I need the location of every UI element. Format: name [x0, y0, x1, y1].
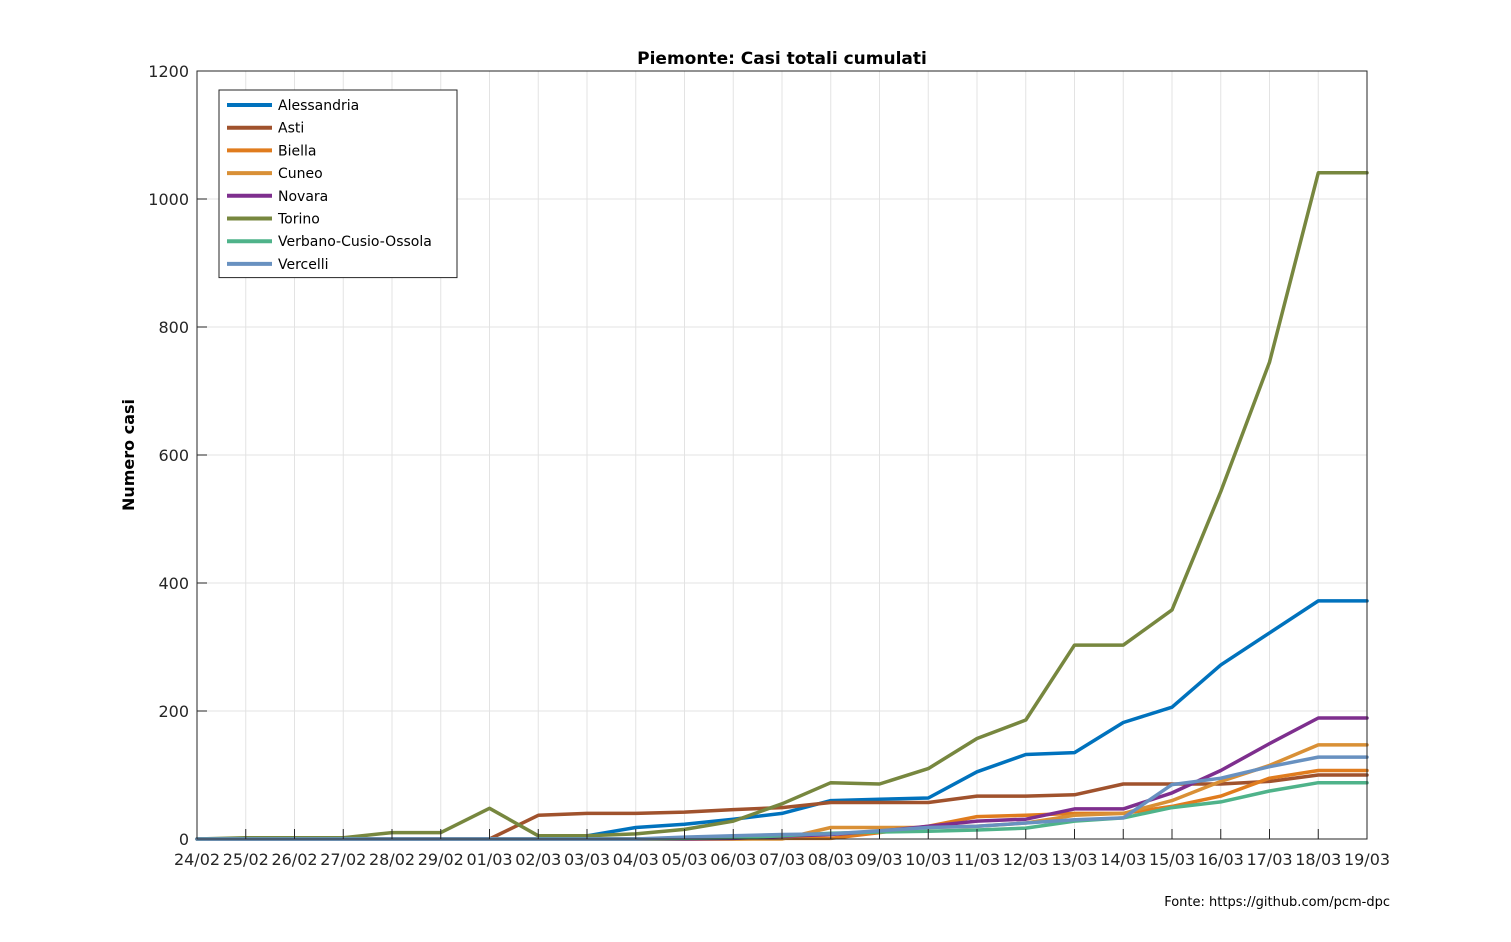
x-tick-label: 28/02 [369, 850, 415, 869]
legend-entry-label: Verbano-Cusio-Ossola [278, 234, 432, 250]
x-tick-label: 06/03 [710, 850, 756, 869]
x-tick-label: 18/03 [1295, 850, 1341, 869]
x-tick-label: 04/03 [613, 850, 659, 869]
y-tick-label: 200 [158, 702, 189, 721]
x-tick-label: 08/03 [808, 850, 854, 869]
legend-entry-label: Alessandria [278, 98, 359, 114]
x-tick-label: 02/03 [515, 850, 561, 869]
x-tick-label: 19/03 [1344, 850, 1390, 869]
y-tick-label: 0 [179, 830, 189, 849]
x-tick-label: 17/03 [1246, 850, 1292, 869]
legend-entry-label: Torino [277, 212, 320, 228]
x-tick-label: 13/03 [1051, 850, 1097, 869]
legend-box [218, 89, 458, 279]
legend-entry-label: Biella [278, 143, 316, 159]
grid [197, 71, 1367, 839]
x-tick-label: 25/02 [223, 850, 269, 869]
legend-entry-label: Vercelli [278, 257, 329, 273]
x-tick-label: 01/03 [466, 850, 512, 869]
x-tick-label: 10/03 [905, 850, 951, 869]
legend-entry-label: Asti [278, 121, 304, 137]
source-note: Fonte: https://github.com/pcm-dpc [1164, 895, 1390, 910]
x-tick-label: 24/02 [174, 850, 220, 869]
x-tick-label: 14/03 [1100, 850, 1146, 869]
x-tick-label: 26/02 [271, 850, 317, 869]
y-tick-label: 800 [158, 318, 189, 337]
x-tick-label: 11/03 [954, 850, 1000, 869]
y-axis-label: Numero casi [119, 399, 138, 511]
x-tick-label: 27/02 [320, 850, 366, 869]
x-tick-label: 12/03 [1003, 850, 1049, 869]
axes: 24/02 25/02 26/02 27/02 28/02 29/02 01/03 02/03… [148, 62, 1390, 869]
y-tick-label: 1200 [148, 62, 189, 81]
legend-entry-label: Cuneo [278, 166, 323, 182]
x-tick-label: 05/03 [661, 850, 707, 869]
x-tick-label: 15/03 [1149, 850, 1195, 869]
x-tick-label: 16/03 [1198, 850, 1244, 869]
y-tick-label: 400 [158, 574, 189, 593]
legend: Alessandria Asti Biella Cuneo Novara Torino Ve… [218, 89, 458, 279]
chart-title: Piemonte: Casi totali cumulati [637, 49, 927, 69]
y-tick-label: 600 [158, 446, 189, 465]
x-tick-label: 09/03 [856, 850, 902, 869]
x-tick-label: 07/03 [759, 850, 805, 869]
x-tick-label: 03/03 [564, 850, 610, 869]
legend-entry-label: Novara [278, 189, 328, 205]
y-tick-label: 1000 [148, 190, 189, 209]
x-tick-label: 29/02 [418, 850, 464, 869]
